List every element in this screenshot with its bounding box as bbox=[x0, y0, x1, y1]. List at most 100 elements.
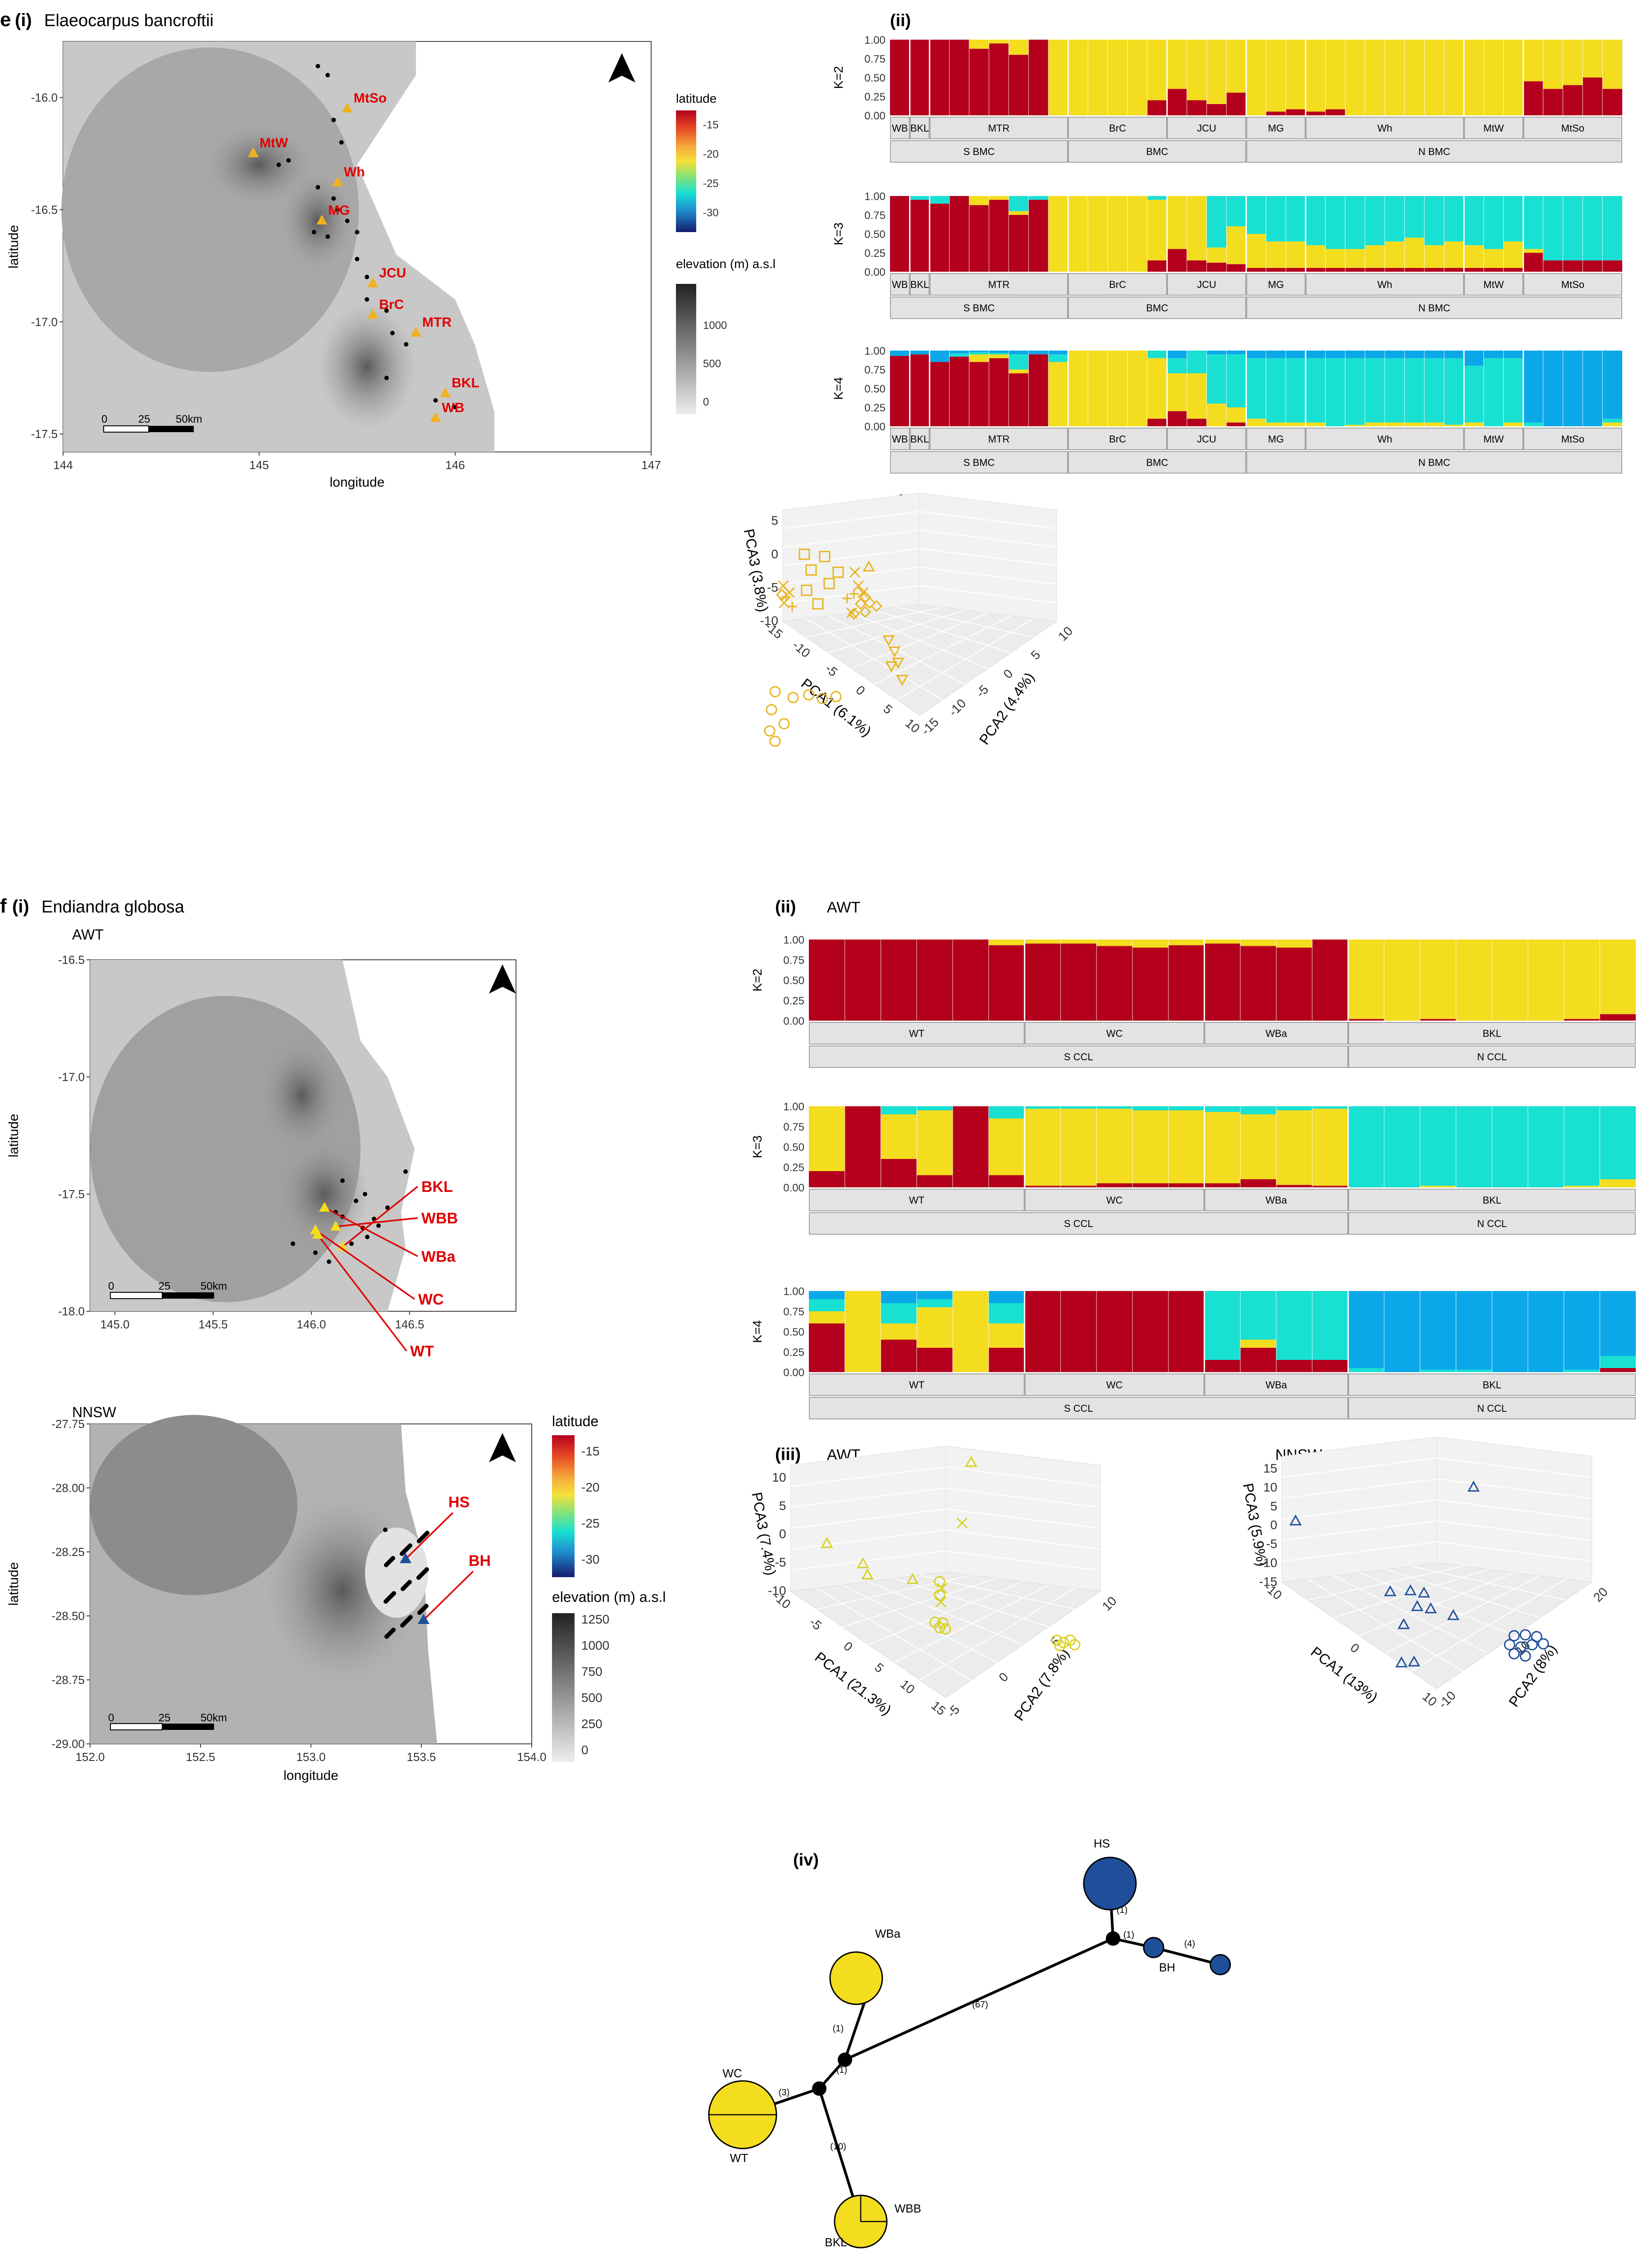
elevation-colorbar bbox=[676, 284, 696, 415]
ancestry-bar bbox=[844, 1291, 881, 1372]
ancestry-bar bbox=[1024, 1291, 1061, 1372]
z-tick-label: 0 bbox=[771, 547, 778, 561]
z-tick-label: 10 bbox=[1263, 1480, 1277, 1494]
legend-lat-title: latitude bbox=[676, 91, 716, 105]
site-marker bbox=[330, 1221, 341, 1231]
group-label: JCU bbox=[1197, 279, 1216, 290]
ancestry-bar bbox=[1187, 260, 1207, 272]
network-node-label: WC bbox=[722, 2067, 742, 2080]
ancestry-bar bbox=[1060, 944, 1097, 1021]
y-tick-label: -28.00 bbox=[51, 1481, 85, 1495]
site-pointer-line bbox=[405, 1512, 454, 1560]
region-strip bbox=[1348, 1397, 1636, 1419]
ancestry-bar bbox=[1492, 1291, 1528, 1372]
ancestry-bar bbox=[1009, 196, 1029, 211]
ancestry-bar bbox=[1009, 354, 1029, 370]
ancestry-bar bbox=[988, 1348, 1025, 1372]
ancestry-bar bbox=[969, 196, 989, 205]
network-node-label: WT bbox=[730, 2151, 748, 2165]
median-vector-node bbox=[838, 2053, 852, 2067]
sample-point bbox=[340, 1178, 345, 1183]
ancestry-bar bbox=[1305, 111, 1326, 115]
panel-f-ii-subtitle: AWT bbox=[827, 899, 860, 916]
ancestry-bar bbox=[1204, 944, 1241, 1021]
region-label: S BMC bbox=[963, 146, 995, 157]
ancestry-bar bbox=[1563, 196, 1583, 260]
legend-elev-title: elevation (m) a.s.l bbox=[676, 257, 776, 271]
colorbar-tick: -15 bbox=[581, 1444, 599, 1458]
ancestry-bar bbox=[917, 1175, 953, 1187]
grid-line bbox=[782, 548, 920, 566]
ancestry-bar bbox=[1305, 40, 1326, 112]
ancestry-bar bbox=[909, 196, 930, 200]
ancestry-bar bbox=[1424, 196, 1444, 246]
ancestry-bar bbox=[1226, 422, 1246, 426]
z-tick-label: 5 bbox=[779, 1499, 786, 1513]
region-label: S CCL bbox=[1064, 1051, 1093, 1063]
ancestry-bar bbox=[1483, 351, 1504, 358]
haplotype-node-wba bbox=[829, 1951, 883, 2005]
sample-point bbox=[391, 1628, 396, 1632]
ancestry-bar bbox=[1028, 354, 1049, 426]
sample-point bbox=[384, 308, 389, 313]
ancestry-bar bbox=[989, 40, 1009, 44]
sample-point bbox=[349, 1241, 354, 1246]
ancestry-bar bbox=[881, 1106, 917, 1114]
ancestry-bar bbox=[1147, 358, 1167, 419]
ancestry-bar bbox=[1028, 40, 1049, 115]
ancestry-bar bbox=[1325, 196, 1346, 249]
ancestry-bar bbox=[1503, 358, 1524, 423]
ancestry-bar bbox=[1206, 403, 1227, 426]
ancestry-bar bbox=[1060, 1186, 1097, 1187]
scalebar-white bbox=[110, 1723, 163, 1730]
pca-point bbox=[1418, 1586, 1430, 1598]
ancestry-bar bbox=[1503, 40, 1524, 115]
ancestry-bar bbox=[1127, 40, 1147, 115]
ancestry-bar bbox=[1345, 358, 1365, 425]
ancestry-bar bbox=[1602, 40, 1622, 89]
ancestry-bar bbox=[1348, 1291, 1384, 1368]
grid-line bbox=[919, 548, 1057, 566]
ancestry-bar bbox=[1266, 196, 1286, 242]
ancestry-bar bbox=[1523, 40, 1543, 82]
colorbar-tick: -25 bbox=[581, 1516, 599, 1530]
ancestry-bar bbox=[1564, 1106, 1600, 1186]
sample-point bbox=[331, 196, 336, 201]
pca-point bbox=[882, 635, 895, 647]
panel-e-ii-label: (ii) bbox=[890, 11, 911, 30]
ancestry-bar bbox=[1187, 100, 1207, 115]
y-tick-label: 0.50 bbox=[783, 975, 804, 987]
latitude-colorbar bbox=[552, 1435, 575, 1577]
pca-point bbox=[821, 1537, 833, 1548]
pca-point bbox=[819, 551, 831, 562]
scalebar-white bbox=[110, 1292, 163, 1299]
pca-point bbox=[812, 598, 824, 610]
y-tick-label: 5 bbox=[1028, 648, 1043, 662]
ancestry-bar bbox=[1226, 196, 1246, 227]
sample-point bbox=[325, 234, 330, 239]
group-strip bbox=[910, 273, 930, 296]
grid-line bbox=[945, 1466, 1101, 1487]
ancestry-bar bbox=[1600, 1356, 1636, 1368]
ancestry-bar bbox=[1108, 351, 1128, 426]
ancestry-bar bbox=[1246, 268, 1266, 272]
region-strip bbox=[1348, 1045, 1636, 1068]
region-label: N CCL bbox=[1477, 1403, 1507, 1414]
y-axis-label: latitude bbox=[6, 1562, 21, 1606]
colorbar-tick: -30 bbox=[581, 1552, 599, 1566]
pca-point bbox=[857, 1557, 869, 1569]
region-strip bbox=[890, 451, 1068, 474]
network-edge bbox=[844, 1937, 1114, 2061]
group-strip bbox=[1024, 1189, 1205, 1211]
site-label: Wh bbox=[344, 165, 365, 180]
ancestry-bar bbox=[1240, 1340, 1277, 1348]
haplotype-node-hs bbox=[1083, 1857, 1137, 1911]
pca-point bbox=[1054, 1640, 1066, 1651]
ancestry-bar bbox=[988, 945, 1025, 1021]
site-marker bbox=[411, 327, 421, 337]
site-marker bbox=[367, 277, 379, 287]
x-tick-label: 145.5 bbox=[198, 1318, 228, 1331]
grid-line bbox=[1282, 1457, 1437, 1478]
colorbar-tick: -20 bbox=[703, 148, 719, 160]
ancestry-bar bbox=[1483, 196, 1504, 249]
